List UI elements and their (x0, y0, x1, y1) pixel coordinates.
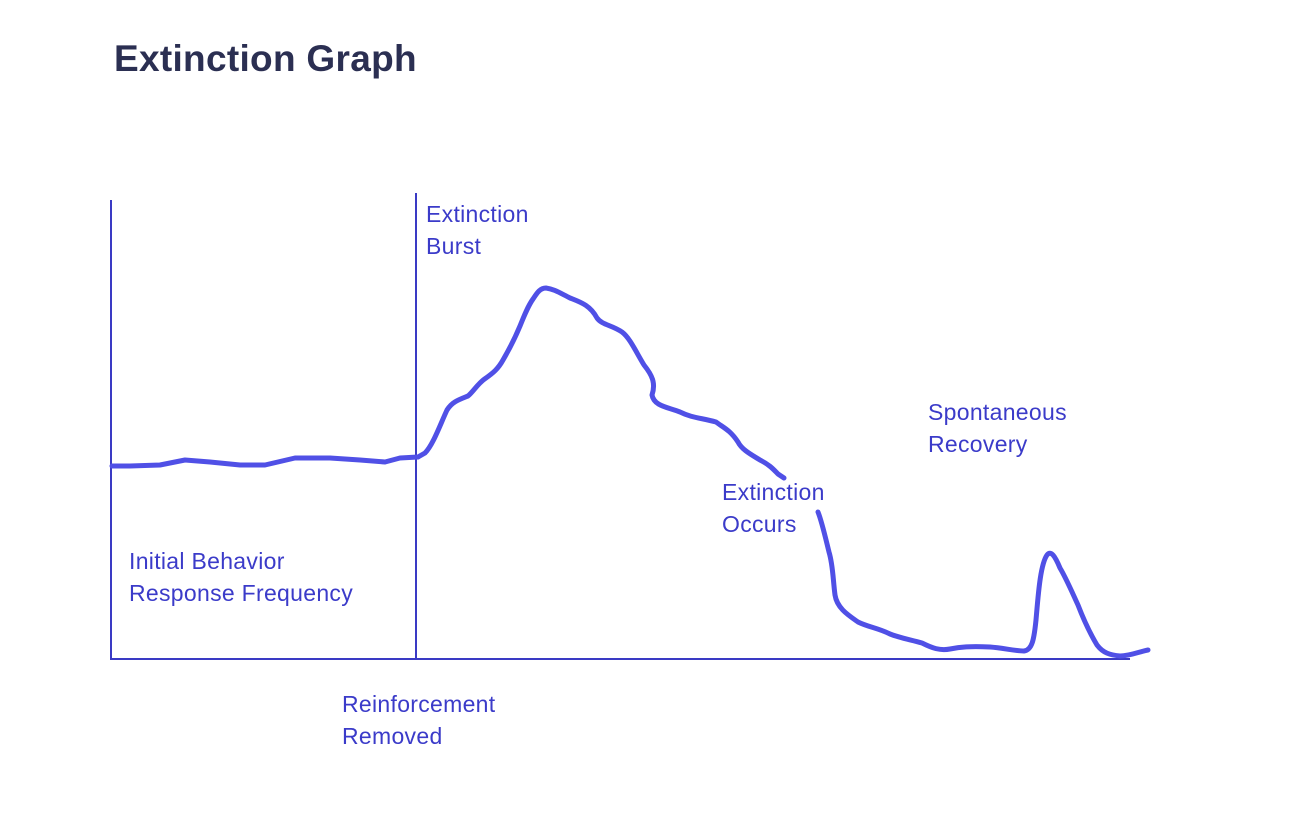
reinforcement-removed-label: Reinforcement Removed (342, 688, 495, 752)
extinction-burst-line-1: Extinction (426, 201, 529, 227)
baseline-behavior-curve (109, 454, 421, 469)
initial-behavior-line-1: Initial Behavior (129, 548, 285, 574)
spontaneous-recovery-line-1: Spontaneous (928, 399, 1067, 425)
extinction-occurs-label: Extinction Occurs (722, 476, 825, 540)
spontaneous-recovery-label: Spontaneous Recovery (928, 396, 1067, 460)
extinction-burst-label: Extinction Burst (426, 198, 529, 262)
extinction-occurs-line-1: Extinction (722, 479, 825, 505)
spontaneous-recovery-line-2: Recovery (928, 431, 1028, 457)
extinction-burst-line-2: Burst (426, 233, 482, 259)
diagram-title: Extinction Graph (114, 38, 417, 79)
extinction-burst-curve (415, 285, 787, 481)
reinforcement-removed-line-2: Removed (342, 723, 443, 749)
extinction-occurs-line-2: Occurs (722, 511, 797, 537)
initial-behavior-label: Initial Behavior Response Frequency (129, 545, 353, 609)
reinforcement-removed-line-1: Reinforcement (342, 691, 496, 717)
initial-behavior-line-2: Response Frequency (129, 580, 354, 606)
extinction-decline-curve (815, 509, 1151, 659)
